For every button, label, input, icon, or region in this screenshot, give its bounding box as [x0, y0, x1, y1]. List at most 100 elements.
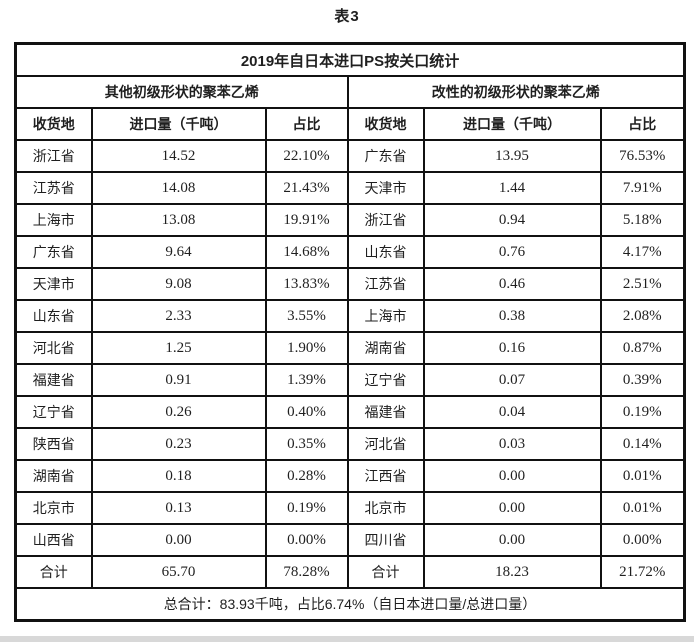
table-row: 辽宁省 0.26 0.40% 福建省 0.04 0.19% [14, 395, 686, 429]
destination-cell: 北京市 [346, 491, 425, 525]
total-label-right: 合计 [346, 555, 425, 589]
share-cell: 3.55% [264, 299, 349, 333]
volume-cell: 13.08 [90, 203, 267, 237]
destination-cell: 江苏省 [346, 267, 425, 301]
share-cell: 19.91% [264, 203, 349, 237]
column-header-row: 收货地 进口量（千吨） 占比 收货地 进口量（千吨） 占比 [14, 107, 686, 141]
destination-cell: 河北省 [14, 331, 93, 365]
grand-total-row: 总合计：83.93千吨，占比6.74%（自日本进口量/总进口量） [14, 587, 686, 622]
destination-cell: 山东省 [346, 235, 425, 269]
share-cell: 7.91% [599, 171, 686, 205]
volume-cell: 0.00 [422, 523, 602, 557]
volume-cell: 0.07 [422, 363, 602, 397]
share-cell: 0.28% [264, 459, 349, 493]
table-row: 北京市 0.13 0.19% 北京市 0.00 0.01% [14, 491, 686, 525]
total-share-right: 21.72% [599, 555, 686, 589]
group-header-other-ps: 其他初级形状的聚苯乙烯 [14, 75, 349, 109]
share-cell: 0.19% [599, 395, 686, 429]
destination-cell: 辽宁省 [346, 363, 425, 397]
table-body: 浙江省 14.52 22.10% 广东省 13.95 76.53% 江苏省 14.08 21.4… [14, 139, 686, 622]
share-cell: 14.68% [264, 235, 349, 269]
table-title: 2019年自日本进口PS按关口统计 [14, 42, 686, 77]
volume-cell: 13.95 [422, 139, 602, 173]
destination-cell: 天津市 [14, 267, 93, 301]
share-cell: 0.01% [599, 459, 686, 493]
volume-cell: 0.23 [90, 427, 267, 461]
destination-cell: 福建省 [346, 395, 425, 429]
share-cell: 21.43% [264, 171, 349, 205]
share-cell: 0.19% [264, 491, 349, 525]
destination-cell: 山西省 [14, 523, 93, 557]
destination-cell: 广东省 [346, 139, 425, 173]
page-title: 表3 [334, 8, 360, 25]
table-row: 广东省 9.64 14.68% 山东省 0.76 4.17% [14, 235, 686, 269]
share-cell: 0.35% [264, 427, 349, 461]
destination-cell: 四川省 [346, 523, 425, 557]
volume-cell: 9.08 [90, 267, 267, 301]
destination-cell: 陕西省 [14, 427, 93, 461]
share-cell: 2.51% [599, 267, 686, 301]
volume-cell: 0.91 [90, 363, 267, 397]
column-header-share-right: 占比 [599, 107, 686, 141]
volume-cell: 0.13 [90, 491, 267, 525]
total-volume-right: 18.23 [422, 555, 602, 589]
share-cell: 22.10% [264, 139, 349, 173]
table-row: 山东省 2.33 3.55% 上海市 0.38 2.08% [14, 299, 686, 333]
table-row: 江苏省 14.08 21.43% 天津市 1.44 7.91% [14, 171, 686, 205]
destination-cell: 浙江省 [346, 203, 425, 237]
table-row: 福建省 0.91 1.39% 辽宁省 0.07 0.39% [14, 363, 686, 397]
share-cell: 0.00% [264, 523, 349, 557]
total-label-left: 合计 [14, 555, 93, 589]
table-row: 浙江省 14.52 22.10% 广东省 13.95 76.53% [14, 139, 686, 173]
volume-cell: 0.18 [90, 459, 267, 493]
table-container: 2019年自日本进口PS按关口统计 其他初级形状的聚苯乙烯 改性的初级形状的聚苯… [14, 42, 687, 622]
volume-cell: 0.46 [422, 267, 602, 301]
volume-cell: 0.38 [422, 299, 602, 333]
volume-cell: 1.44 [422, 171, 602, 205]
destination-cell: 广东省 [14, 235, 93, 269]
volume-cell: 1.25 [90, 331, 267, 365]
table-row: 山西省 0.00 0.00% 四川省 0.00 0.00% [14, 523, 686, 557]
share-cell: 0.14% [599, 427, 686, 461]
total-share-left: 78.28% [264, 555, 349, 589]
share-cell: 0.40% [264, 395, 349, 429]
share-cell: 0.39% [599, 363, 686, 397]
volume-cell: 9.64 [90, 235, 267, 269]
destination-cell: 福建省 [14, 363, 93, 397]
destination-cell: 浙江省 [14, 139, 93, 173]
share-cell: 2.08% [599, 299, 686, 333]
volume-cell: 0.00 [90, 523, 267, 557]
share-cell: 1.90% [264, 331, 349, 365]
volume-cell: 14.52 [90, 139, 267, 173]
import-stats-table: 2019年自日本进口PS按关口统计 其他初级形状的聚苯乙烯 改性的初级形状的聚苯… [14, 42, 687, 622]
share-cell: 0.01% [599, 491, 686, 525]
volume-cell: 0.03 [422, 427, 602, 461]
share-cell: 5.18% [599, 203, 686, 237]
table-title-row: 2019年自日本进口PS按关口统计 [14, 42, 686, 77]
destination-cell: 辽宁省 [14, 395, 93, 429]
volume-cell: 0.00 [422, 491, 602, 525]
volume-cell: 0.04 [422, 395, 602, 429]
grand-total-text: 总合计：83.93千吨，占比6.74%（自日本进口量/总进口量） [14, 587, 686, 622]
total-volume-left: 65.70 [90, 555, 267, 589]
column-header-volume-right: 进口量（千吨） [422, 107, 602, 141]
column-header-share-left: 占比 [264, 107, 349, 141]
share-cell: 76.53% [599, 139, 686, 173]
destination-cell: 上海市 [14, 203, 93, 237]
volume-cell: 2.33 [90, 299, 267, 333]
total-row: 合计 65.70 78.28% 合计 18.23 21.72% [14, 555, 686, 589]
volume-cell: 0.94 [422, 203, 602, 237]
share-cell: 4.17% [599, 235, 686, 269]
destination-cell: 山东省 [14, 299, 93, 333]
destination-cell: 江西省 [346, 459, 425, 493]
destination-cell: 江苏省 [14, 171, 93, 205]
volume-cell: 0.26 [90, 395, 267, 429]
bottom-strip [0, 636, 694, 642]
table-row: 河北省 1.25 1.90% 湖南省 0.16 0.87% [14, 331, 686, 365]
volume-cell: 0.76 [422, 235, 602, 269]
volume-cell: 14.08 [90, 171, 267, 205]
column-header-destination-left: 收货地 [14, 107, 93, 141]
destination-cell: 北京市 [14, 491, 93, 525]
column-header-volume-left: 进口量（千吨） [90, 107, 267, 141]
volume-cell: 0.16 [422, 331, 602, 365]
